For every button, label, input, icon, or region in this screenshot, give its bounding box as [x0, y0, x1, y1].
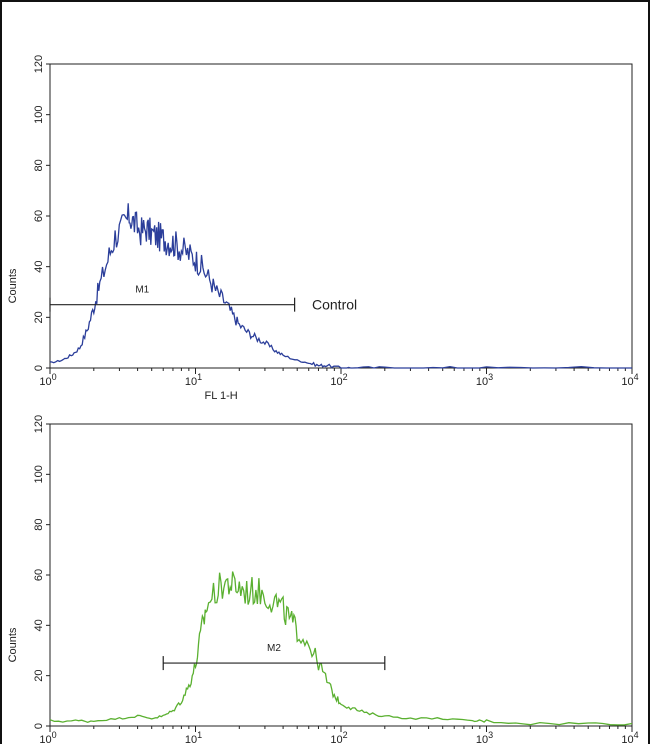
y-tick-label: 20 [33, 311, 45, 323]
y-tick-label: 60 [33, 210, 45, 222]
x-axis-label: FL 1-H [205, 390, 238, 402]
y-tick-label: 0 [33, 723, 45, 729]
x-tick-label: 101 [185, 372, 202, 388]
control-annotation: Control [312, 297, 357, 313]
x-tick-label: 102 [330, 730, 347, 744]
x-tick-label: 101 [185, 730, 202, 744]
plot-area [49, 423, 633, 727]
y-tick-label: 80 [33, 159, 45, 171]
y-tick-label: 20 [33, 670, 45, 682]
x-tick-label: 102 [330, 372, 347, 388]
y-tick-label: 100 [33, 465, 45, 483]
x-tick-label: 100 [39, 730, 56, 744]
y-tick-label: 120 [33, 415, 45, 433]
y-axis-label: Counts [7, 268, 19, 303]
x-tick-label: 104 [621, 730, 638, 744]
x-tick-label: 104 [621, 372, 638, 388]
x-tick-label: 100 [39, 372, 56, 388]
histogram-series [49, 203, 632, 369]
histogram-series [49, 571, 633, 726]
chart-panel-1: 0 20 40 60 80 100 120 100 101 102 103 104 Counts FL 1… [7, 55, 639, 402]
chart-panel-2: 0 20 40 60 80 100 120 100 101 102 103 104 Counts M2 [7, 415, 639, 744]
y-tick-label: 0 [33, 365, 45, 371]
y-tick-label: 80 [33, 519, 45, 531]
y-tick-label: 60 [33, 569, 45, 581]
y-tick-label: 40 [33, 261, 45, 273]
marker-label: M1 [135, 285, 149, 296]
marker-label: M2 [267, 643, 281, 654]
y-tick-label: 100 [33, 105, 45, 123]
y-tick-label: 40 [33, 619, 45, 631]
y-axis-label: Counts [7, 627, 19, 662]
y-tick-label: 120 [33, 55, 45, 73]
x-tick-label: 103 [476, 730, 493, 744]
x-tick-label: 103 [476, 372, 493, 388]
